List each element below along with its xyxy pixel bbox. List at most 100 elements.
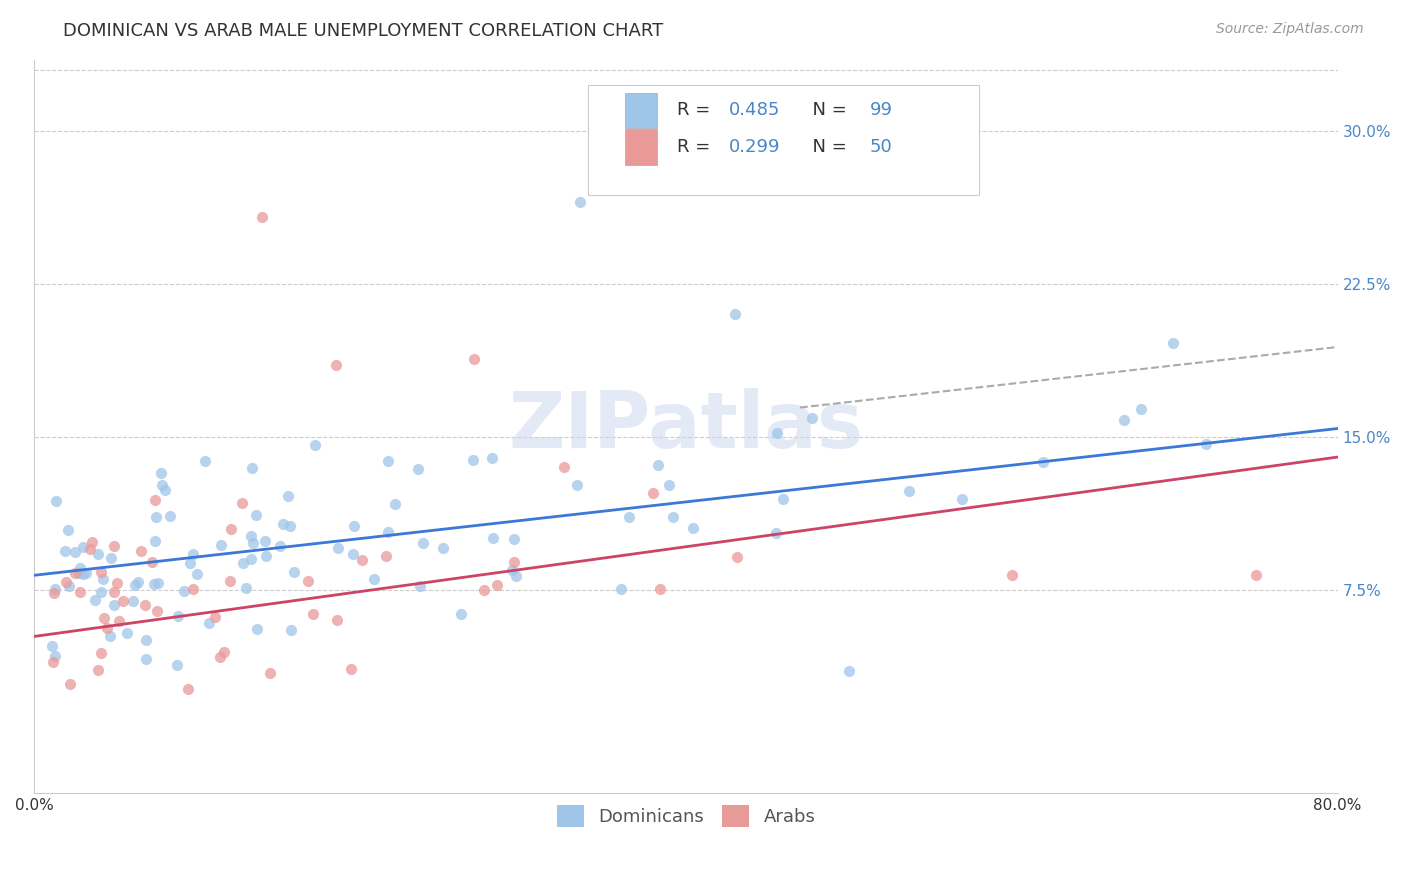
FancyBboxPatch shape [588,86,979,195]
Point [406,462,429,476]
Point [98,628,121,642]
Point [254,549,277,563]
Text: R =: R = [676,138,716,156]
Point [553,459,575,474]
Point [801,411,824,425]
Point [218,574,240,588]
Text: 50: 50 [870,138,893,156]
Point [90,646,112,660]
Legend: Dominicans, Arabs: Dominicans, Arabs [547,796,824,836]
Point [204,610,226,624]
Point [100,550,122,565]
Point [412,535,434,549]
Point [647,458,669,472]
Point [86,663,108,677]
Point [610,582,633,597]
Point [409,579,432,593]
Point [91,572,114,586]
Point [271,517,294,532]
Point [363,572,385,586]
Point [501,563,523,577]
Point [343,519,366,533]
Point [231,496,253,510]
Point [432,541,454,555]
Text: N =: N = [800,101,852,120]
Point [240,460,263,475]
Point [772,492,794,507]
Point [503,532,526,546]
Point [145,493,167,508]
Text: 0.299: 0.299 [730,138,780,156]
Point [278,519,301,533]
Point [1244,568,1267,582]
Text: 0.485: 0.485 [730,101,780,120]
Text: Source: ZipAtlas.com: Source: ZipAtlas.com [1216,22,1364,37]
Point [254,533,277,548]
Point [87,547,110,561]
Text: N =: N = [800,138,852,156]
Point [112,594,135,608]
Point [505,568,527,582]
Point [474,582,496,597]
Point [105,576,128,591]
Point [1001,568,1024,582]
Point [503,555,526,569]
Point [326,613,349,627]
Point [725,550,748,565]
Point [181,547,204,561]
Point [166,658,188,673]
Point [72,540,94,554]
Point [235,581,257,595]
Point [53,544,76,558]
Point [463,352,485,367]
Point [124,578,146,592]
Point [75,566,97,581]
Point [384,497,406,511]
Point [283,565,305,579]
Point [41,639,63,653]
Point [240,529,263,543]
Point [838,664,860,678]
Point [135,651,157,665]
Point [108,615,131,629]
Point [142,576,165,591]
Point [186,566,208,581]
Point [115,626,138,640]
Point [301,607,323,622]
Point [65,545,87,559]
FancyBboxPatch shape [624,93,658,128]
Point [374,549,396,564]
Point [682,520,704,534]
Point [44,586,66,600]
Point [240,552,263,566]
Text: R =: R = [676,101,716,120]
Point [340,662,363,676]
Point [219,523,242,537]
Point [232,556,254,570]
Point [1194,436,1216,450]
Point [42,655,65,669]
Point [209,538,232,552]
Point [45,494,67,508]
Point [152,478,174,492]
Point [183,582,205,596]
Point [141,555,163,569]
Point [44,648,66,663]
Point [1130,401,1153,416]
Point [149,467,172,481]
Point [297,574,319,588]
Point [67,566,90,580]
Point [129,544,152,558]
Point [79,541,101,556]
Point [209,650,232,665]
Point [269,539,291,553]
Point [121,594,143,608]
Point [127,574,149,589]
Point [377,525,399,540]
Point [377,454,399,468]
Point [450,607,472,621]
Point [179,556,201,570]
Point [897,483,920,498]
Text: ZIPatlas: ZIPatlas [509,389,863,465]
Point [648,582,671,596]
